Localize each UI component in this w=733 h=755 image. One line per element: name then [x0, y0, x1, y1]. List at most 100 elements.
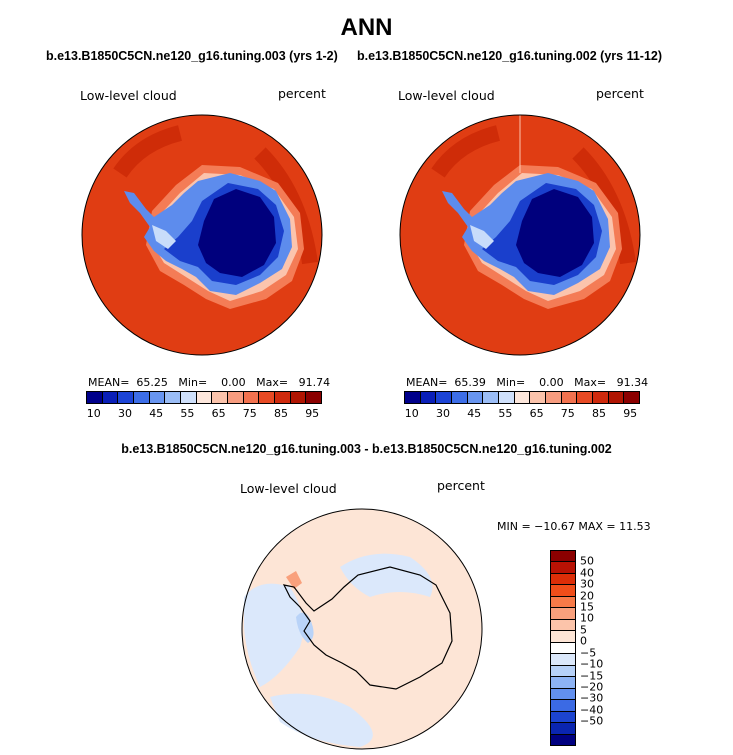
left-variable-label: Low-level cloud — [80, 88, 177, 103]
diff-colorbar-cell — [551, 734, 575, 745]
right-colorbar-cell — [514, 392, 531, 403]
left-ross-shelf — [152, 225, 176, 249]
diff-colorbar-cell — [551, 631, 575, 643]
right-colorbar-ticks: 10 30 45 55 65 75 85 95 — [404, 407, 638, 421]
right-colorbar-cell — [624, 392, 640, 403]
right-colorbar-tick: 55 — [498, 407, 513, 420]
right-colorbar-cell — [593, 392, 609, 403]
diff-colorbar-cell — [551, 723, 575, 735]
left-plot-title: b.e13.B1850C5CN.ne120_g16.tuning.003 (yr… — [46, 49, 338, 63]
left-colorbar-cell — [290, 392, 307, 403]
right-mean-value: 65.39 — [454, 376, 486, 389]
right-colorbar-cell — [483, 392, 500, 403]
right-colorbar-cell — [452, 392, 468, 403]
diff-colorbar-cell — [551, 711, 575, 724]
right-colorbar-tick: 10 — [404, 407, 419, 420]
left-colorbar-cell — [196, 392, 213, 403]
diff-colorbar-tick: −50 — [580, 714, 604, 728]
right-colorbar-cell — [436, 392, 453, 403]
diff-colorbar-tick: −15 — [580, 669, 604, 683]
difference-plot-title: b.e13.B1850C5CN.ne120_g16.tuning.003 - b… — [121, 442, 612, 456]
diff-negative-patch-south — [270, 693, 373, 747]
diff-colorbar-cell — [551, 665, 575, 678]
left-colorbar-tick: 30 — [117, 407, 132, 420]
left-colorbar-ticks: 10 30 45 55 65 75 85 95 — [86, 407, 320, 421]
right-colorbar-cell — [577, 392, 594, 403]
right-ocean-bands — [431, 125, 636, 265]
diff-colorbar-tick: −20 — [580, 680, 604, 694]
diff-colorbar-cell — [551, 585, 575, 597]
diff-colorbar-tick: 50 — [580, 554, 594, 568]
diff-colorbar-cell — [551, 700, 575, 712]
diff-colorbar-tick: 20 — [580, 589, 594, 603]
left-colorbar-cell — [228, 392, 244, 403]
diff-colorbar-cell — [551, 596, 575, 609]
right-colorbar-tick: 95 — [623, 407, 638, 420]
right-antarctica-core — [516, 189, 594, 277]
right-colorbar-cell — [546, 392, 562, 403]
left-colorbar-cell — [134, 392, 150, 403]
left-colorbar-cell — [181, 392, 197, 403]
left-colorbar-cell — [87, 392, 103, 403]
diff-colorbar-tick: −40 — [580, 703, 604, 717]
diff-colorbar-tick: −5 — [580, 646, 597, 660]
right-colorbar-tick: 30 — [435, 407, 450, 420]
diff-colorbar-tick: 15 — [580, 600, 594, 614]
left-colorbar-tick: 45 — [149, 407, 164, 420]
diff-colorbar-tick: 40 — [580, 566, 594, 580]
left-max-value: 91.74 — [298, 376, 331, 389]
left-colorbar-cell — [259, 392, 276, 403]
left-mean-value: 65.25 — [136, 376, 168, 389]
left-min-value: 0.00 — [221, 376, 246, 389]
left-colorbar-tick: 10 — [86, 407, 101, 420]
right-colorbar-tick: 45 — [467, 407, 482, 420]
figure-title: ANN — [340, 14, 393, 41]
right-variable-label: Low-level cloud — [398, 88, 495, 103]
diff-positive-patch — [286, 571, 302, 589]
diff-variable-label: Low-level cloud — [240, 481, 337, 496]
diff-colorbar-cell — [551, 688, 575, 701]
left-colorbar-tick: 95 — [305, 407, 320, 420]
right-colorbar-cell — [561, 392, 578, 403]
right-colorbar-cell — [420, 392, 437, 403]
left-map-border — [81, 114, 323, 356]
diff-colorbar-cell — [551, 677, 575, 689]
left-colorbar-cell — [212, 392, 229, 403]
left-colorbar-tick: 65 — [211, 407, 226, 420]
left-stats: MEAN= 65.25 Min= 0.00 Max= 91.74 — [88, 376, 331, 389]
right-colorbar-cell — [467, 392, 484, 403]
diff-colorbar-cell — [551, 573, 575, 586]
diff-colorbar-ticks: 50 40 30 20 15 10 5 0 −5 −10 −15 −20 −30 −40 −50 — [580, 550, 620, 744]
diff-colorbar-cell — [551, 608, 575, 620]
diff-colorbar-cell — [551, 619, 575, 632]
right-plot-title: b.e13.B1850C5CN.ne120_g16.tuning.002 (yr… — [357, 49, 663, 63]
right-colorbar-tick: 75 — [560, 407, 575, 420]
diff-colorbar-cell — [551, 562, 575, 574]
diff-units-label: percent — [437, 478, 485, 493]
right-colorbar-tick: 85 — [592, 407, 606, 420]
right-map-border — [399, 114, 641, 356]
left-colorbar — [86, 391, 322, 404]
diff-range-text: MIN = −10.67 MAX = 11.53 — [497, 520, 651, 533]
right-colorbar-cell — [530, 392, 547, 403]
left-colorbar-tick: 75 — [242, 407, 257, 420]
left-colorbar-cell — [118, 392, 135, 403]
right-colorbar-cell — [405, 392, 421, 403]
right-colorbar-cell — [608, 392, 625, 403]
left-colorbar-cell — [149, 392, 166, 403]
difference-polar-map — [241, 508, 483, 750]
diff-colorbar-cell — [551, 654, 575, 666]
diff-negative-patch-west — [244, 583, 304, 687]
diff-colorbar-tick: 5 — [580, 623, 587, 637]
diff-colorbar-tick: −10 — [580, 657, 604, 671]
left-colorbar-tick: 85 — [274, 407, 288, 420]
right-colorbar — [404, 391, 640, 404]
diff-colorbar-tick: −30 — [580, 691, 604, 705]
diff-negative-patch-north — [340, 553, 433, 597]
left-units-label: percent — [278, 86, 326, 101]
diff-colorbar — [550, 550, 576, 746]
right-units-label: percent — [596, 86, 644, 101]
left-antarctica-core — [198, 189, 276, 277]
right-colorbar-tick: 65 — [529, 407, 544, 420]
diff-antarctica-outline — [282, 566, 453, 690]
